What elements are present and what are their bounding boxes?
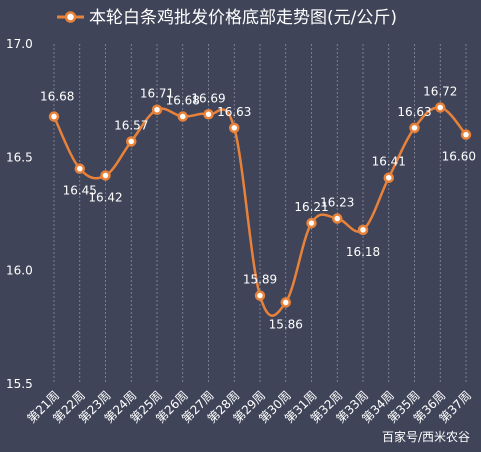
data-label: 16.21 <box>294 200 328 214</box>
data-label: 15.86 <box>269 317 303 331</box>
data-label: 16.45 <box>63 184 97 198</box>
y-tick-label: 15.5 <box>6 377 33 391</box>
data-label: 16.57 <box>114 118 148 132</box>
data-point <box>126 136 137 147</box>
data-point <box>48 111 60 122</box>
y-axis: 15.5 16.0 16.5 17.0 <box>6 37 33 391</box>
data-label: 16.68 <box>40 90 74 104</box>
data-label: 16.72 <box>423 84 457 98</box>
data-label: 16.63 <box>217 105 251 119</box>
data-label: 15.89 <box>243 273 277 287</box>
legend-marker <box>64 11 77 23</box>
data-point <box>177 111 188 122</box>
data-label: 16.23 <box>320 196 354 210</box>
data-point <box>280 297 291 308</box>
data-label: 16.41 <box>372 155 406 169</box>
y-tick-label: 17.0 <box>6 37 33 51</box>
chart-title: 本轮白条鸡批发价格底部走势图(元/公斤) <box>89 8 397 28</box>
data-label: 16.68 <box>166 94 200 108</box>
data-point <box>383 172 394 183</box>
data-point <box>203 109 214 120</box>
data-label: 16.18 <box>346 245 380 259</box>
data-point <box>435 102 446 113</box>
data-point <box>409 122 420 134</box>
markers <box>48 102 472 308</box>
x-axis: 第21周第22周第23周第24周第25周第26周第27周第28周第29周第30周… <box>24 388 474 426</box>
legend: 本轮白条鸡批发价格底部走势图(元/公斤) <box>57 8 397 28</box>
data-label: 16.60 <box>442 150 476 164</box>
data-label: 16.42 <box>88 190 122 204</box>
data-point <box>357 224 369 236</box>
gridlines <box>53 44 467 384</box>
y-tick-label: 16.5 <box>6 150 33 164</box>
data-labels: 16.6816.4516.4216.5716.7116.6816.6916.63… <box>40 84 476 331</box>
data-label: 16.71 <box>140 87 174 101</box>
data-point <box>229 122 240 134</box>
data-point <box>254 290 266 301</box>
data-label: 16.69 <box>191 91 225 105</box>
data-point <box>100 170 111 181</box>
data-point <box>151 104 163 115</box>
data-point <box>306 217 317 229</box>
data-point <box>332 213 343 224</box>
data-point <box>74 163 85 174</box>
watermark: 百家号/西米农谷 <box>382 429 470 444</box>
data-point <box>460 129 472 140</box>
data-label: 16.63 <box>397 105 431 119</box>
y-tick-label: 16.0 <box>6 264 33 278</box>
